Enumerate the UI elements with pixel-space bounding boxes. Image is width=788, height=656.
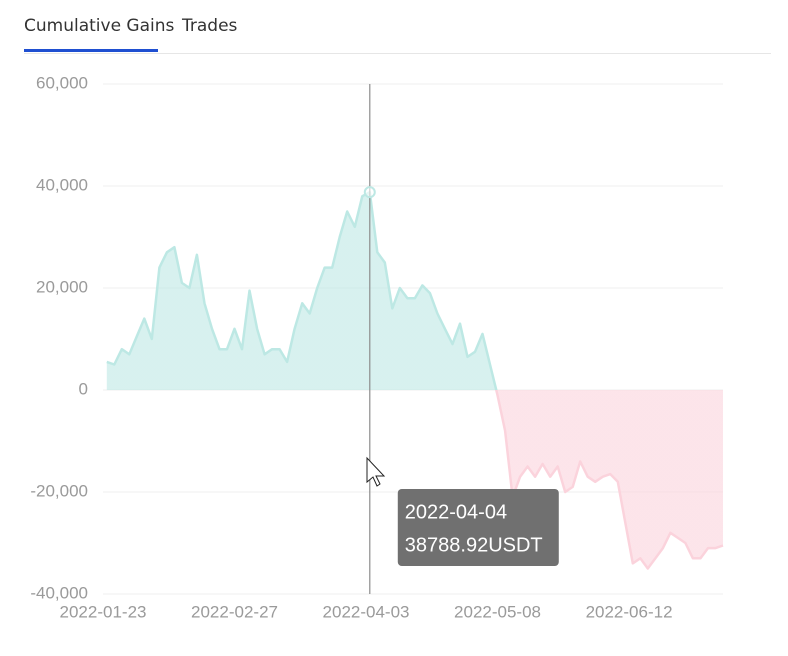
tab-trades[interactable]: Trades [181,16,238,36]
plot: -40,000 -20,000 0 20,000 40,000 60,000 2022-01… [30,73,724,621]
overlay: 2022-04-04 38788.92USDT [363,84,559,594]
x-tick-label: 2022-06-12 [586,602,673,621]
y-tick-label: -20,000 [30,481,88,500]
y-tick-label: 0 [79,379,88,398]
active-tab-indicator [24,49,158,52]
line [106,190,724,570]
y-tick-label: -40,000 [30,583,88,602]
y-tick-label: 40,000 [36,175,88,194]
x-tick-label: 2022-05-08 [454,602,541,621]
mouse-cursor [366,456,386,487]
tab-cumulative-gains[interactable]: Cumulative Gains [24,16,175,36]
tooltip-date: 2022-04-04 [405,501,507,523]
hover-point [363,186,376,199]
x-tick-label: 2022-04-03 [323,602,410,621]
x-tick-label: 2022-01-23 [60,602,147,621]
tooltip-box [397,489,559,566]
x-tick-label: 2022-02-27 [191,602,278,621]
y-tick-label: 60,000 [36,73,88,92]
y-tick-label: 20,000 [36,277,88,296]
area [106,192,724,569]
tooltip-value: 38788.92USDT [405,534,543,556]
